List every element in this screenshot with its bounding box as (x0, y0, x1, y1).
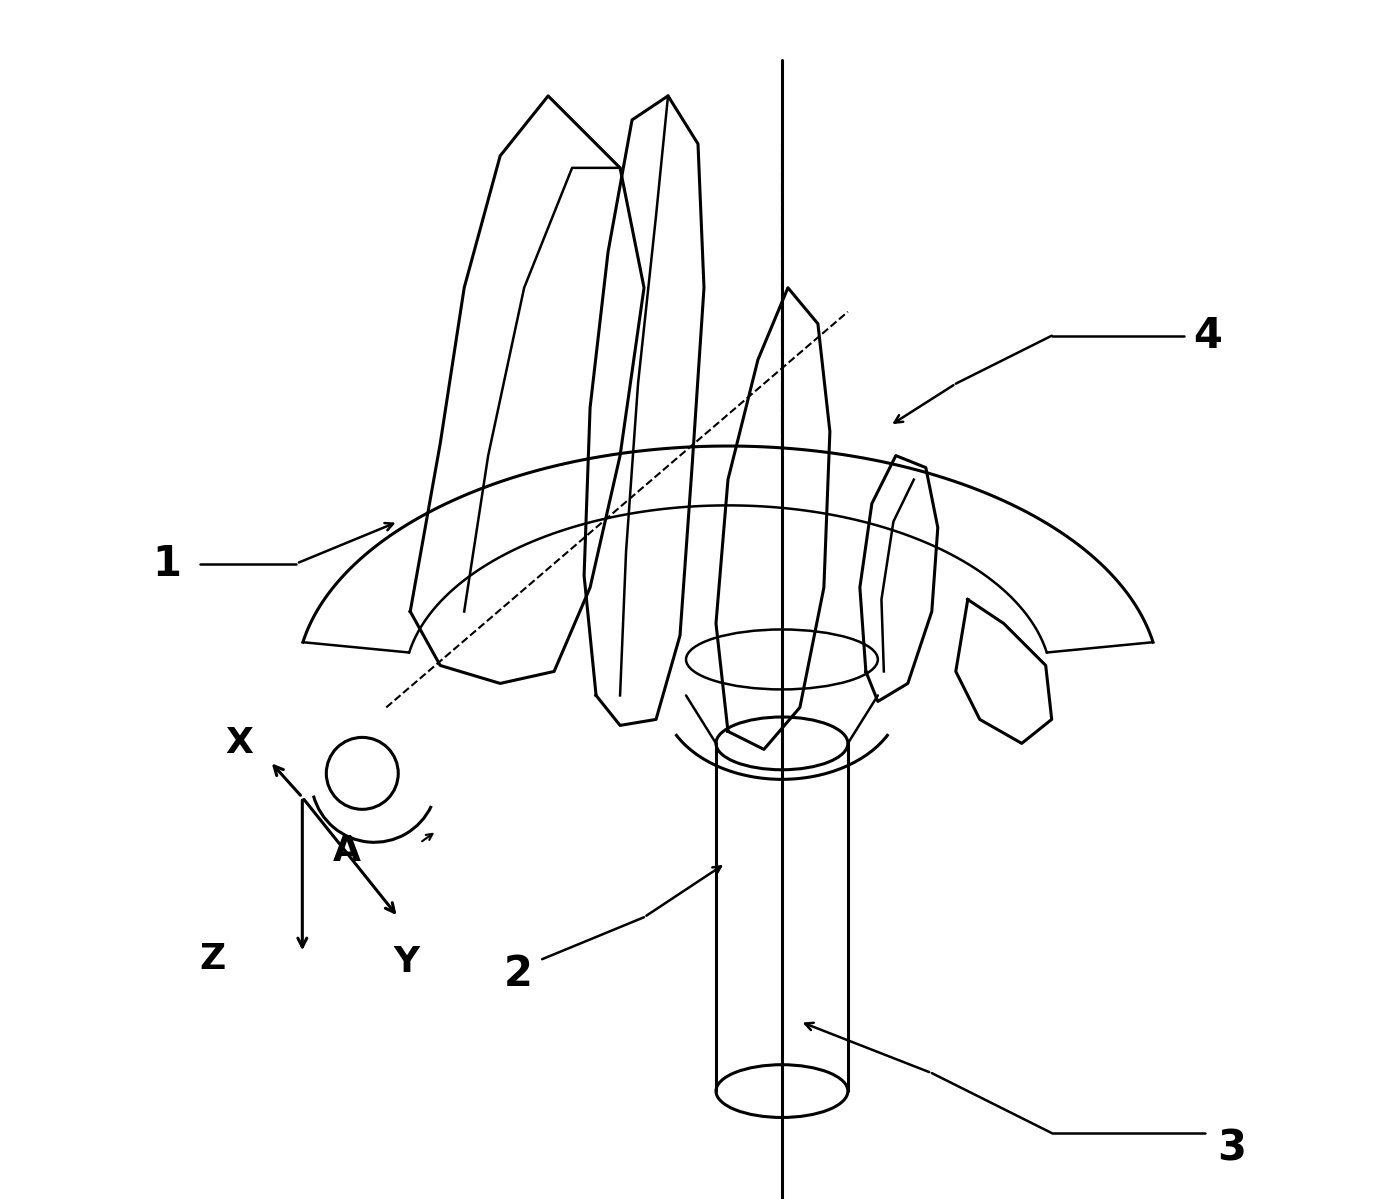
Text: 2: 2 (504, 952, 533, 995)
Text: A: A (332, 835, 361, 868)
Text: X: X (224, 727, 253, 760)
Text: 4: 4 (1193, 314, 1222, 357)
Text: Y: Y (393, 945, 419, 978)
Text: 3: 3 (1217, 1127, 1246, 1170)
Text: 1: 1 (152, 542, 181, 585)
Text: Z: Z (199, 942, 226, 976)
